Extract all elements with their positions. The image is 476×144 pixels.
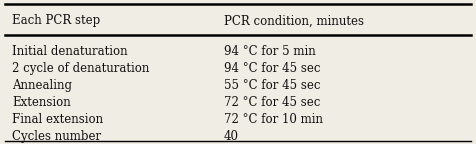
Text: 94 °C for 5 min: 94 °C for 5 min xyxy=(224,45,316,58)
Text: 40: 40 xyxy=(224,130,239,143)
Text: Initial denaturation: Initial denaturation xyxy=(12,45,128,58)
Text: PCR condition, minutes: PCR condition, minutes xyxy=(224,14,364,27)
Text: Each PCR step: Each PCR step xyxy=(12,14,100,27)
Text: Extension: Extension xyxy=(12,96,70,109)
Text: 2 cycle of denaturation: 2 cycle of denaturation xyxy=(12,62,149,75)
Text: 72 °C for 45 sec: 72 °C for 45 sec xyxy=(224,96,320,109)
Text: 55 °C for 45 sec: 55 °C for 45 sec xyxy=(224,79,320,92)
Text: 72 °C for 10 min: 72 °C for 10 min xyxy=(224,113,323,126)
Text: 94 °C for 45 sec: 94 °C for 45 sec xyxy=(224,62,320,75)
Text: Final extension: Final extension xyxy=(12,113,103,126)
Text: Cycles number: Cycles number xyxy=(12,130,101,143)
Text: Annealing: Annealing xyxy=(12,79,72,92)
